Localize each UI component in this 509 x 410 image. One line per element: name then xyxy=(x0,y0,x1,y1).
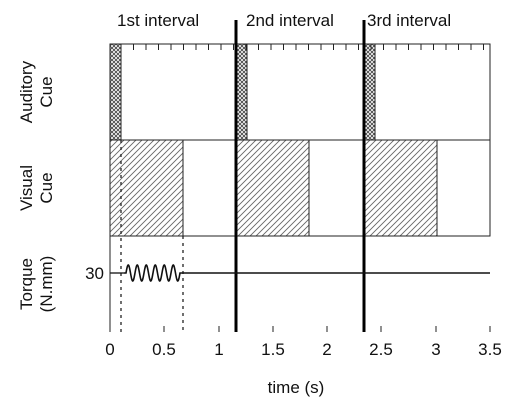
auditory-row-label: Auditory Cue xyxy=(17,60,56,123)
x-tick-label-0: 0 xyxy=(105,340,114,359)
x-tick-label-0.5: 0.5 xyxy=(152,340,176,359)
visual-cue-block-2 xyxy=(236,140,309,236)
x-tick-label-2: 2 xyxy=(322,340,331,359)
torque-row-label-line-1: Torque xyxy=(17,258,36,310)
visual-row-label-line-2: Cue xyxy=(37,172,56,203)
x-tick-label-3: 3 xyxy=(431,340,440,359)
auditory-cue-block-3 xyxy=(364,44,375,140)
interval-label-3: 3rd interval xyxy=(367,11,451,30)
interval-label-2: 2nd interval xyxy=(246,11,334,30)
x-axis-ticks xyxy=(110,326,490,332)
visual-row-label-line-1: Visual xyxy=(17,165,36,211)
auditory-row-label-line-1: Auditory xyxy=(17,60,36,123)
auditory-cue-panel xyxy=(110,44,490,140)
x-tick-label-2.5: 2.5 xyxy=(369,340,393,359)
torque-row-label-line-2: (N.mm) xyxy=(37,256,56,313)
auditory-cue-block-1 xyxy=(110,44,121,140)
x-tick-label-1: 1 xyxy=(214,340,223,359)
interval-label-1: 1st interval xyxy=(117,11,199,30)
torque-level-label: 30 xyxy=(85,264,104,283)
auditory-row-label-line-2: Cue xyxy=(37,76,56,107)
auditory-cue-block-2 xyxy=(236,44,247,140)
visual-row-label: Visual Cue xyxy=(17,165,56,211)
x-axis-title: time (s) xyxy=(268,378,325,397)
visual-cue-block-3 xyxy=(364,140,437,236)
x-tick-label-1.5: 1.5 xyxy=(261,340,285,359)
x-tick-label-3.5: 3.5 xyxy=(478,340,502,359)
torque-oscillation xyxy=(124,265,183,281)
torque-row-label: Torque (N.mm) xyxy=(17,256,56,313)
